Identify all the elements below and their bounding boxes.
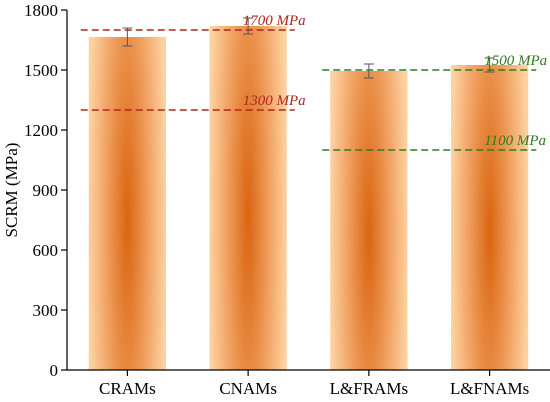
error-bar-cnams	[243, 17, 254, 35]
bar-cnams	[209, 26, 287, 370]
y-tick-label: 1500	[24, 61, 58, 80]
reference-label-1700-mpa: 1700 MPa	[243, 13, 306, 29]
reference-label-1500-mpa: 1500 MPa	[484, 53, 547, 69]
y-axis-title: SCRM (MPa)	[2, 143, 21, 238]
x-tick-label-landfnams: L&FNAMs	[450, 379, 529, 398]
bar-crams	[88, 37, 167, 370]
y-tick-label: 1800	[24, 1, 58, 20]
bar-landframs	[330, 71, 408, 370]
y-tick-label: 600	[33, 241, 59, 260]
reference-label-1100-mpa: 1100 MPa	[484, 133, 546, 149]
y-tick-label: 300	[33, 301, 59, 320]
x-tick-label-cnams: CNAMs	[219, 379, 277, 398]
bar-landfnams	[450, 65, 529, 370]
x-ticks: CRAMs CNAMs L&FRAMs L&FNAMs	[99, 370, 529, 398]
x-tick-label-landframs: L&FRAMs	[330, 379, 408, 398]
bars-layer	[88, 26, 529, 370]
y-tick-label: 0	[50, 361, 59, 380]
y-ticks: 0 300 600 900 1200 1500 1800	[24, 1, 67, 380]
y-tick-label: 900	[33, 181, 59, 200]
error-bar-landframs	[363, 63, 374, 79]
reference-lines-layer: 1700 MPa 1300 MPa 1500 MPa 1100 MPa	[80, 13, 547, 151]
y-tick-label: 1200	[24, 121, 58, 140]
x-tick-label-crams: CRAMs	[99, 379, 156, 398]
error-bars-layer	[122, 17, 495, 79]
error-bar-crams	[122, 27, 133, 47]
reference-label-1300-mpa: 1300 MPa	[243, 93, 306, 109]
